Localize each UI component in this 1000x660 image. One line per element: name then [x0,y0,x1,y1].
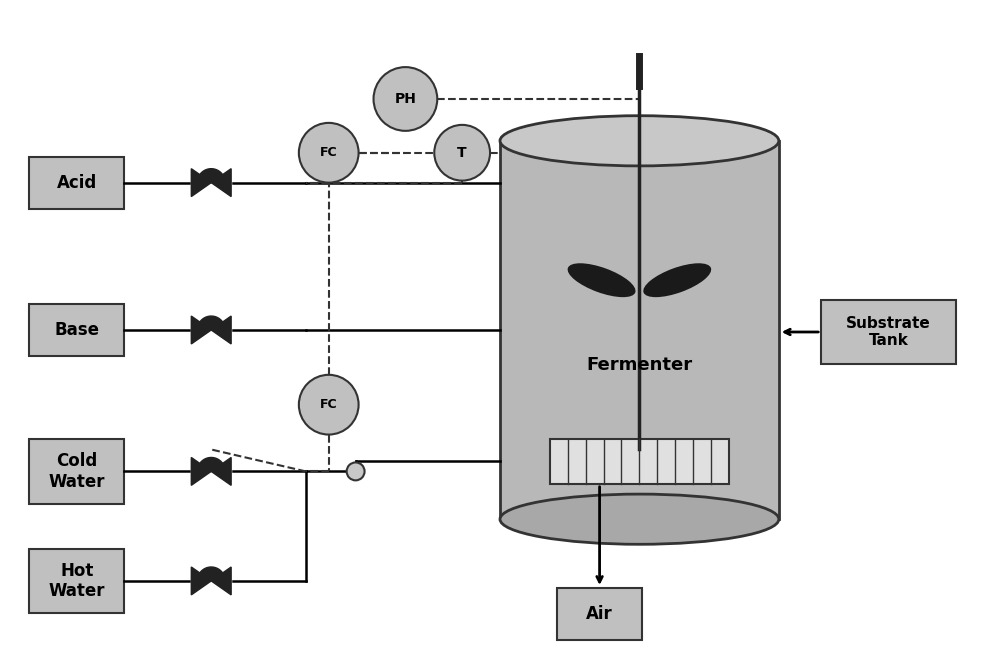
Text: T: T [457,146,467,160]
Polygon shape [191,169,211,197]
Polygon shape [197,457,225,471]
Polygon shape [211,567,231,595]
FancyBboxPatch shape [557,588,642,640]
Text: PH: PH [394,92,416,106]
FancyBboxPatch shape [29,439,124,504]
FancyBboxPatch shape [821,300,956,364]
Polygon shape [191,567,211,595]
FancyBboxPatch shape [29,156,124,209]
Polygon shape [191,316,211,344]
Text: Air: Air [586,605,613,623]
Ellipse shape [500,494,779,544]
Circle shape [434,125,490,181]
Polygon shape [191,457,211,485]
Text: FC: FC [320,398,338,411]
Ellipse shape [568,263,636,297]
Text: Fermenter: Fermenter [586,356,692,374]
Ellipse shape [500,115,779,166]
Text: Hot
Water: Hot Water [49,562,105,601]
Polygon shape [211,457,231,485]
Text: Cold
Water: Cold Water [49,452,105,491]
Bar [500,141,779,519]
Text: Acid: Acid [57,174,97,191]
Ellipse shape [643,263,711,297]
Text: Substrate
Tank: Substrate Tank [846,315,931,348]
FancyBboxPatch shape [29,548,124,613]
Circle shape [299,123,359,183]
Text: FC: FC [320,147,338,159]
Polygon shape [197,169,225,183]
Circle shape [347,463,365,480]
Circle shape [374,67,437,131]
Text: Base: Base [54,321,99,339]
Circle shape [299,375,359,434]
Bar [550,439,729,484]
Polygon shape [197,567,225,581]
Polygon shape [211,316,231,344]
Polygon shape [197,316,225,330]
Polygon shape [211,169,231,197]
FancyBboxPatch shape [29,304,124,356]
